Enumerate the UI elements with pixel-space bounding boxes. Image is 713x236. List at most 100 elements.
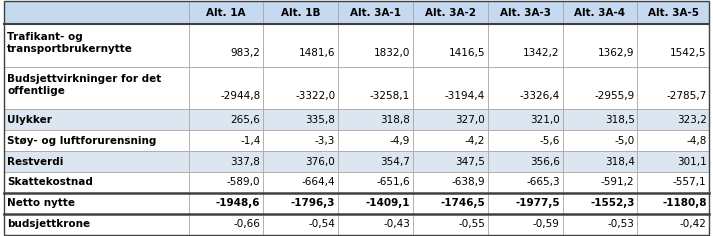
Bar	[637, 67, 709, 109]
Bar	[4, 214, 188, 235]
Text: 318,4: 318,4	[605, 156, 635, 167]
Text: -2785,7: -2785,7	[667, 91, 707, 101]
Bar	[637, 24, 709, 67]
Bar	[338, 109, 413, 130]
Bar	[188, 1, 263, 24]
Text: Trafikant- og
transportbrukernytte: Trafikant- og transportbrukernytte	[7, 32, 133, 54]
Bar	[563, 214, 637, 235]
Bar	[563, 151, 637, 172]
Text: -3,3: -3,3	[315, 135, 335, 146]
Text: Alt. 3A-2: Alt. 3A-2	[425, 8, 476, 18]
Bar	[4, 109, 188, 130]
Text: -557,1: -557,1	[673, 177, 707, 187]
Bar	[4, 24, 188, 67]
Bar	[488, 109, 563, 130]
Text: Alt. 3A-4: Alt. 3A-4	[575, 8, 625, 18]
Text: Budsjettvirkninger for det
offentlige: Budsjettvirkninger for det offentlige	[7, 74, 161, 96]
Text: 321,0: 321,0	[530, 115, 560, 125]
Bar	[263, 151, 338, 172]
Text: -591,2: -591,2	[601, 177, 635, 187]
Text: -3194,4: -3194,4	[445, 91, 485, 101]
Text: -4,2: -4,2	[465, 135, 485, 146]
Bar	[338, 24, 413, 67]
Bar	[263, 109, 338, 130]
Text: 323,2: 323,2	[677, 115, 707, 125]
Text: -5,0: -5,0	[615, 135, 635, 146]
Text: Alt. 3A-5: Alt. 3A-5	[648, 8, 699, 18]
Bar	[188, 214, 263, 235]
Bar	[637, 214, 709, 235]
Bar	[637, 193, 709, 214]
Text: -589,0: -589,0	[227, 177, 260, 187]
Text: -0,55: -0,55	[458, 219, 485, 229]
Bar	[637, 130, 709, 151]
Text: 301,1: 301,1	[677, 156, 707, 167]
Bar	[263, 172, 338, 193]
Text: Netto nytte: Netto nytte	[7, 198, 75, 208]
Text: -665,3: -665,3	[526, 177, 560, 187]
Text: 1362,9: 1362,9	[598, 48, 635, 58]
Bar	[563, 172, 637, 193]
Text: -638,9: -638,9	[451, 177, 485, 187]
Text: Alt. 1A: Alt. 1A	[206, 8, 246, 18]
Bar	[488, 24, 563, 67]
Bar	[188, 193, 263, 214]
Text: Støy- og luftforurensning: Støy- og luftforurensning	[7, 135, 157, 146]
Bar	[4, 172, 188, 193]
Text: 1542,5: 1542,5	[670, 48, 707, 58]
Bar	[4, 67, 188, 109]
Bar	[263, 130, 338, 151]
Bar	[188, 109, 263, 130]
Text: -3322,0: -3322,0	[295, 91, 335, 101]
Text: -0,43: -0,43	[384, 219, 410, 229]
Bar	[4, 130, 188, 151]
Text: -1552,3: -1552,3	[590, 198, 635, 208]
Text: -1,4: -1,4	[240, 135, 260, 146]
Bar	[413, 151, 488, 172]
Bar	[488, 193, 563, 214]
Text: -1409,1: -1409,1	[366, 198, 410, 208]
Text: -3258,1: -3258,1	[370, 91, 410, 101]
Bar	[188, 172, 263, 193]
Text: 1481,6: 1481,6	[299, 48, 335, 58]
Bar	[413, 172, 488, 193]
Text: -3326,4: -3326,4	[520, 91, 560, 101]
Bar	[563, 67, 637, 109]
Bar	[413, 24, 488, 67]
Bar	[488, 67, 563, 109]
Text: Ulykker: Ulykker	[7, 115, 52, 125]
Bar	[188, 24, 263, 67]
Text: -0,53: -0,53	[607, 219, 635, 229]
Text: -0,42: -0,42	[679, 219, 707, 229]
Text: -651,6: -651,6	[376, 177, 410, 187]
Bar	[338, 130, 413, 151]
Text: budsjettkrone: budsjettkrone	[7, 219, 91, 229]
Text: -4,8: -4,8	[686, 135, 707, 146]
Bar	[488, 214, 563, 235]
Bar	[413, 214, 488, 235]
Bar	[488, 151, 563, 172]
Bar	[263, 214, 338, 235]
Text: -2944,8: -2944,8	[220, 91, 260, 101]
Bar	[263, 67, 338, 109]
Bar	[488, 1, 563, 24]
Bar	[188, 130, 263, 151]
Bar	[563, 24, 637, 67]
Bar	[338, 172, 413, 193]
Text: 265,6: 265,6	[230, 115, 260, 125]
Bar	[563, 109, 637, 130]
Bar	[637, 109, 709, 130]
Bar	[188, 151, 263, 172]
Bar	[637, 1, 709, 24]
Bar	[188, 67, 263, 109]
Text: Alt. 1B: Alt. 1B	[281, 8, 320, 18]
Text: Alt. 3A-3: Alt. 3A-3	[500, 8, 550, 18]
Text: 318,8: 318,8	[380, 115, 410, 125]
Bar	[338, 67, 413, 109]
Bar	[488, 172, 563, 193]
Text: 354,7: 354,7	[380, 156, 410, 167]
Bar	[413, 193, 488, 214]
Bar	[263, 24, 338, 67]
Bar	[563, 130, 637, 151]
Text: -0,66: -0,66	[234, 219, 260, 229]
